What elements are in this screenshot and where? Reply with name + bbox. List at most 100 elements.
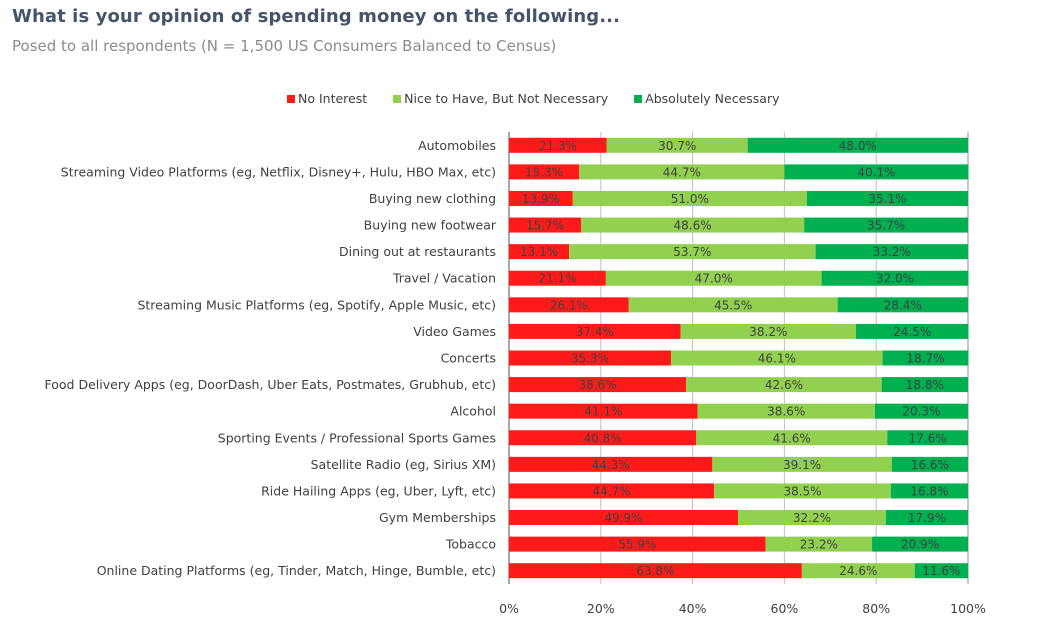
bar-segment — [856, 323, 969, 339]
bar-segment — [569, 244, 816, 260]
bar-segment — [804, 217, 968, 233]
data-label: 38.2% — [749, 325, 787, 339]
data-label: 32.0% — [876, 272, 914, 286]
bar-segment — [579, 164, 785, 180]
category-label: Streaming Music Platforms (eg, Spotify, … — [137, 297, 496, 312]
data-label: 41.1% — [584, 405, 622, 419]
bar-segment — [581, 217, 805, 233]
data-label: 11.6% — [922, 564, 960, 578]
bar-segment — [801, 563, 915, 579]
data-label: 44.7% — [593, 484, 631, 498]
bar-segment — [671, 350, 883, 366]
data-label: 23.2% — [800, 538, 838, 552]
data-label: 40.8% — [584, 431, 622, 445]
data-label: 18.7% — [906, 352, 944, 366]
category-labels: Automobiles Streaming Video Platforms (eg… — [45, 138, 497, 578]
category-label: Video Games — [413, 324, 496, 339]
bar-segment — [509, 244, 570, 260]
data-label: 17.6% — [909, 431, 947, 445]
x-tick-label: 40% — [679, 601, 707, 616]
bar-segment — [509, 563, 802, 579]
bar-segment — [697, 403, 875, 419]
bar-segment — [885, 510, 968, 526]
data-label: 51.0% — [671, 192, 709, 206]
bar-segment — [686, 377, 882, 393]
data-label: 53.7% — [673, 245, 711, 259]
category-label: Travel / Vacation — [392, 271, 496, 286]
data-label: 35.7% — [867, 219, 905, 233]
x-tick-label: 0% — [499, 601, 519, 616]
data-label: 48.6% — [674, 219, 712, 233]
data-label: 28.4% — [884, 298, 922, 312]
category-label: Buying new clothing — [369, 191, 496, 206]
data-label: 20.3% — [902, 405, 940, 419]
bar-segment — [882, 350, 969, 366]
legend: No Interest Nice to Have, But Not Necess… — [287, 91, 780, 106]
category-label: Sporting Events / Professional Sports Ga… — [218, 430, 496, 445]
data-label: 30.7% — [658, 139, 696, 153]
data-label: 15.7% — [526, 219, 564, 233]
bar-segment — [509, 510, 739, 526]
bar-segment — [821, 270, 969, 286]
bars: 21.3% 30.7% 48.0% 15.3% 44.7% 40.1% 13.9% 51.0%… — [509, 137, 969, 579]
bar-segment — [815, 244, 968, 260]
category-label: Satellite Radio (eg, Sirius XM) — [311, 457, 496, 472]
bar-segment — [914, 563, 968, 579]
legend-swatch — [634, 94, 643, 103]
data-label: 38.5% — [783, 484, 821, 498]
data-label: 32.2% — [793, 511, 831, 525]
bar-segment — [509, 377, 687, 393]
bar-segment — [509, 536, 766, 552]
legend-item-no-interest: No Interest — [287, 91, 367, 106]
data-label: 44.7% — [663, 165, 701, 179]
bar-segment — [784, 164, 969, 180]
legend-item-nice-to-have: Nice to Have, But Not Necessary — [393, 91, 608, 106]
x-tick-labels: 0% 20% 40% 60% 80% 100% — [499, 601, 986, 616]
data-label: 24.6% — [839, 564, 877, 578]
data-label: 40.1% — [857, 165, 895, 179]
bar-segment — [890, 483, 968, 499]
bar-segment — [509, 137, 607, 153]
data-label: 33.2% — [873, 245, 911, 259]
bar-segment — [806, 190, 968, 206]
bar-segment — [628, 297, 838, 313]
category-label: Streaming Video Platforms (eg, Netflix, … — [61, 164, 496, 179]
bar-segment — [738, 510, 886, 526]
data-label: 21.3% — [539, 139, 577, 153]
bar-segment — [509, 297, 629, 313]
bar-segment — [837, 297, 968, 313]
data-label: 44.3% — [592, 458, 630, 472]
data-label: 49.9% — [604, 511, 642, 525]
data-label: 48.0% — [839, 139, 877, 153]
bar-segment — [509, 350, 672, 366]
chart-subtitle: Posed to all respondents (N = 1,500 US C… — [12, 37, 557, 55]
bar-segment — [509, 483, 715, 499]
bar-segment — [509, 403, 698, 419]
legend-swatch — [393, 94, 402, 103]
category-label: Tobacco — [445, 537, 496, 552]
data-label: 41.6% — [773, 431, 811, 445]
data-label: 13.1% — [520, 245, 558, 259]
x-tick-label: 80% — [862, 601, 890, 616]
data-label: 35.1% — [868, 192, 906, 206]
category-label: Ride Hailing Apps (eg, Uber, Lyft, etc) — [261, 483, 496, 498]
bar-segment — [714, 483, 891, 499]
bar-segment — [680, 323, 857, 339]
category-label: Dining out at restaurants — [339, 244, 496, 259]
bar-segment — [606, 137, 748, 153]
data-label: 17.9% — [908, 511, 946, 525]
x-tick-label: 60% — [771, 601, 799, 616]
data-label: 38.6% — [767, 405, 805, 419]
bar-segment — [572, 190, 807, 206]
data-label: 16.6% — [911, 458, 949, 472]
bar-segment — [509, 430, 697, 446]
legend-label: No Interest — [298, 91, 368, 106]
bar-segment — [509, 270, 606, 286]
bar-segment — [747, 137, 968, 153]
data-label: 63.8% — [636, 564, 674, 578]
category-label: Alcohol — [450, 404, 496, 419]
category-label: Automobiles — [418, 138, 496, 153]
bar-segment — [712, 456, 892, 472]
data-label: 18.8% — [906, 378, 944, 392]
